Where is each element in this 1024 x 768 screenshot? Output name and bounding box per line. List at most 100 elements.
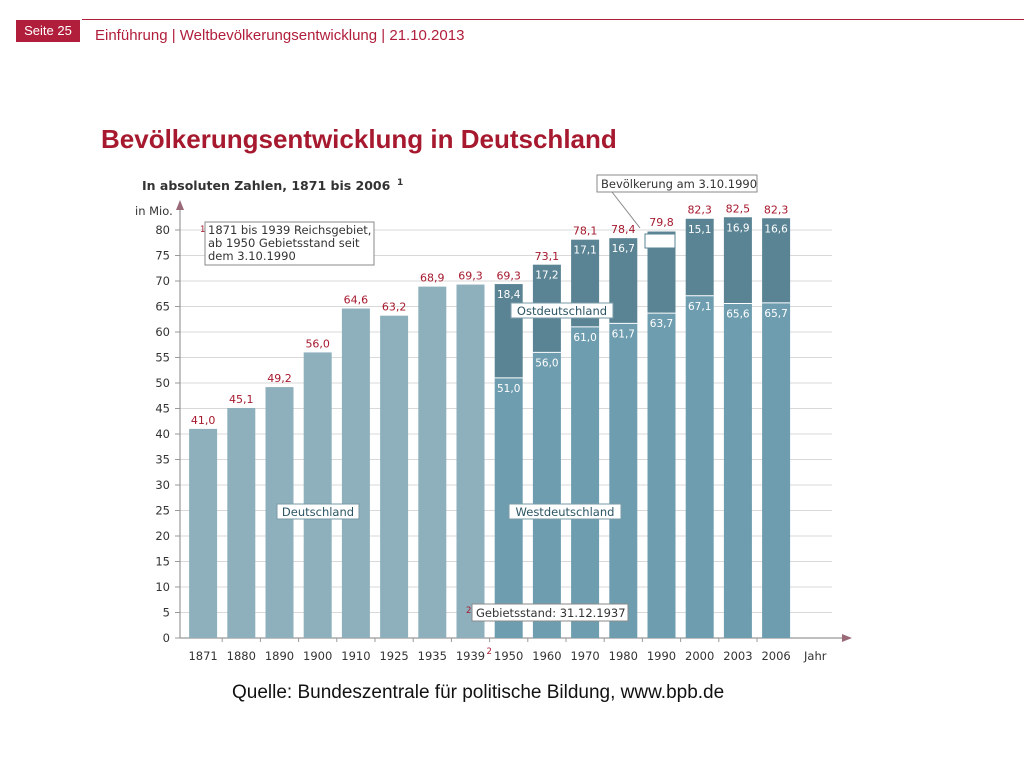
bar-deutschland [227, 407, 256, 638]
value-label-total: 78,4 [611, 223, 636, 236]
bar-ostdeutschland [762, 218, 791, 303]
value-label-total: 79,8 [649, 216, 674, 229]
series-label-ostdeutschland: Ostdeutschland [517, 304, 607, 318]
value-label-total: 69,3 [458, 270, 483, 283]
y-tick-label: 65 [155, 300, 170, 314]
breadcrumb: Einführung | Weltbevölkerungsentwicklung… [95, 27, 465, 44]
callout-leader [611, 191, 641, 229]
series-label-ostdeutschland-box [510, 302, 614, 319]
x-tick-label: 1990 [647, 649, 676, 663]
value-label-total: 63,2 [382, 301, 407, 314]
bar-ostdeutschland [609, 238, 638, 324]
value-label-west: 56,0 [535, 357, 558, 369]
value-label-west: 65,7 [764, 308, 787, 320]
y-tick-label: 15 [155, 555, 170, 569]
value-label-total: 82,3 [687, 203, 712, 216]
callout-box [596, 174, 758, 193]
footnote2-box [471, 603, 629, 622]
value-label-total: 73,1 [535, 250, 560, 263]
series-label-westdeutschland-box [508, 503, 622, 520]
bar-westdeutschland [609, 323, 638, 638]
footnote-line: dem 3.10.1990 [208, 249, 296, 263]
bar-ostdeutschland [494, 284, 523, 378]
callout-value-box [644, 233, 676, 249]
y-tick-label: 40 [155, 427, 170, 441]
x-tick-label: 2000 [685, 649, 714, 663]
x-axis-arrow [842, 634, 852, 642]
y-axis-label: in Mio. [135, 204, 173, 218]
annotations: 1 1871 bis 1939 Reichsgebiet,ab 1950 Gebi… [200, 174, 758, 622]
x-tick-label: 1880 [227, 649, 256, 663]
bar-deutschland [303, 352, 332, 638]
bar-deutschland [380, 315, 409, 638]
y-tick-label: 75 [155, 249, 170, 263]
footnote-line: 1871 bis 1939 Reichsgebiet, [208, 223, 371, 237]
y-tick-label: 20 [155, 529, 170, 543]
bar-westdeutschland [723, 303, 752, 638]
x-tick-label: 1910 [341, 649, 370, 663]
y-tick-label: 35 [155, 453, 170, 467]
series-label-deutschland: Deutschland [282, 505, 354, 519]
page-number-badge: Seite 25 [16, 20, 80, 42]
x-tick-label: 2006 [761, 649, 790, 663]
value-label-total: 68,9 [420, 272, 445, 285]
y-tick-label: 25 [155, 504, 170, 518]
x-tick-label: 1871 [188, 649, 217, 663]
value-label-ost: 16,7 [612, 243, 635, 255]
value-label-total: 82,3 [764, 203, 789, 216]
value-label-west: 67,1 [688, 301, 711, 313]
value-label-total: 78,1 [573, 225, 598, 238]
series-label-deutschland-box [276, 503, 360, 520]
x-axis-label: Jahr [803, 649, 827, 663]
bar-ostdeutschland [685, 218, 714, 296]
footnote-marker: 1 [200, 225, 205, 235]
x-tick-label: 1950 [494, 649, 523, 663]
bar-westdeutschland [571, 326, 600, 638]
x-tick-label: 1939 [456, 649, 485, 663]
x-tick-label: 1935 [418, 649, 447, 663]
source-note: Quelle: Bundeszentrale für politische Bi… [232, 682, 725, 703]
value-label-west: 65,6 [726, 308, 750, 320]
footnote2-marker: 2 [466, 606, 471, 616]
x-tick-footnote: 2 [487, 647, 492, 657]
bar-westdeutschland [647, 313, 676, 638]
x-tick-label: 1960 [532, 649, 561, 663]
value-label-west: 63,7 [650, 318, 673, 330]
value-label-total: 45,1 [229, 393, 254, 406]
y-tick-label: 0 [163, 631, 170, 645]
y-tick-label: 80 [155, 223, 170, 237]
value-label-west: 51,0 [497, 383, 520, 395]
x-tick-label: 1890 [265, 649, 294, 663]
value-label-total: 41,0 [191, 414, 216, 427]
y-tick-label: 30 [155, 478, 170, 492]
y-tick-label: 5 [163, 606, 170, 620]
footnote2-text: Gebietsstand: 31.12.1937 [476, 606, 626, 620]
value-label-total: 69,3 [496, 270, 521, 283]
value-label-ost: 18,4 [497, 289, 521, 301]
bar-deutschland [418, 286, 447, 638]
population-bar-chart: 0 5 10 15 20 25 30 35 40 45 50 55 60 65 70 75 80 in Mio. J… [135, 174, 852, 663]
footnote-line: ab 1950 Gebietsstand seit [208, 236, 360, 250]
bar-deutschland [341, 308, 370, 638]
x-tick-label: 1925 [379, 649, 408, 663]
y-tick-label: 50 [155, 376, 170, 390]
bar-deutschland [189, 428, 218, 638]
slide-title: Bevölkerungsentwicklung in Deutschland [101, 124, 617, 154]
value-label-west: 61,7 [612, 328, 635, 340]
bar-deutschland [456, 284, 485, 638]
y-tick-label: 70 [155, 274, 170, 288]
bar-westdeutschland [685, 295, 714, 638]
x-tick-label: 1980 [609, 649, 638, 663]
bar-ostdeutschland [723, 217, 752, 304]
x-tick-label: 2003 [723, 649, 752, 663]
footnote-box [204, 221, 375, 266]
value-label-total: 56,0 [305, 337, 330, 350]
value-labels: 41,0 45,1 49,2 56,0 64,6 63,2 68,9 69,3 51,0 18,4… [191, 202, 789, 427]
value-label-total: 49,2 [267, 372, 292, 385]
value-label-ost: 17,2 [535, 270, 558, 282]
bars [189, 217, 791, 638]
value-label-total: 64,6 [344, 294, 369, 307]
bar-westdeutschland [532, 352, 561, 638]
chart-title-footnote: 1 [397, 178, 403, 188]
value-label-ost: 16,9 [726, 222, 749, 234]
